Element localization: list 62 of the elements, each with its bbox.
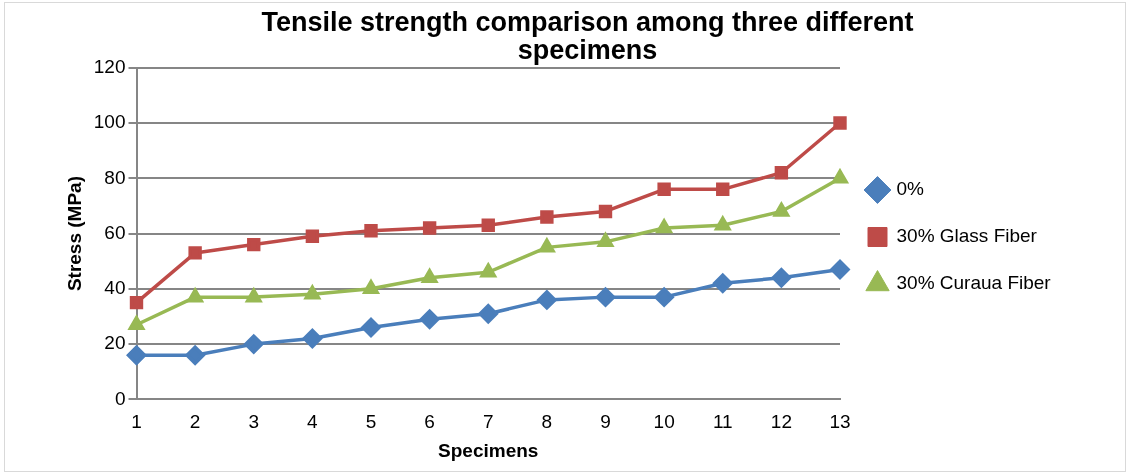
point: [187, 288, 203, 303]
point: [478, 303, 498, 324]
point: [716, 182, 730, 197]
point: [480, 263, 497, 278]
x-tick-label: 5: [365, 411, 377, 433]
x-tick-label: 3: [248, 411, 260, 433]
point: [422, 221, 437, 235]
point: [481, 218, 495, 232]
point: [833, 116, 847, 130]
y-tick-label: 40: [104, 277, 126, 299]
x-tick-label: 9: [600, 411, 611, 433]
point: [595, 287, 616, 307]
x-tick-label: 1: [131, 411, 142, 433]
point: [537, 290, 557, 310]
point: [654, 287, 674, 307]
point: [128, 316, 145, 331]
point: [713, 273, 733, 294]
y-axis-title: Stress (MPa): [63, 176, 85, 292]
x-tick-label: 2: [189, 411, 201, 433]
point: [657, 182, 671, 197]
point: [597, 233, 614, 248]
point: [188, 246, 202, 260]
x-tick-label: 4: [307, 411, 319, 433]
legend-label: 30% Glass Fiber: [896, 225, 1038, 247]
x-tick-label: 10: [653, 411, 675, 433]
y-tick-label: 60: [104, 221, 126, 243]
x-tick-label: 12: [770, 411, 792, 433]
x-tick-label: 8: [541, 411, 553, 433]
point: [419, 309, 440, 329]
point: [364, 224, 378, 238]
y-tick-label: 0: [114, 387, 126, 409]
point: [245, 288, 262, 303]
point: [361, 317, 381, 338]
y-tick-label: 20: [104, 332, 126, 354]
chart-title: Tensile strength comparison among three different specimens: [261, 6, 914, 65]
x-axis-title: Specimens: [438, 439, 539, 461]
x-tick-label: 11: [712, 411, 733, 433]
point: [773, 202, 790, 217]
legend-label: 0%: [896, 178, 925, 200]
point: [302, 328, 323, 349]
point: [247, 237, 261, 252]
point: [598, 204, 613, 219]
y-tick-label: 120: [93, 55, 126, 77]
y-tick-label: 80: [104, 166, 126, 188]
legend-label: 30% Curaua Fiber: [896, 272, 1052, 294]
point: [421, 269, 438, 284]
point: [363, 280, 379, 295]
point: [771, 268, 792, 288]
x-tick-label: 6: [424, 411, 435, 433]
x-tick-label: 13: [829, 411, 851, 433]
point: [832, 169, 848, 184]
point: [540, 210, 554, 224]
point: [305, 229, 320, 244]
point: [656, 219, 672, 234]
point: [830, 259, 850, 280]
point: [774, 166, 789, 180]
point: [185, 345, 205, 365]
point: [126, 345, 147, 365]
y-tick-label: 100: [93, 111, 126, 133]
point: [129, 295, 144, 310]
point: [244, 334, 264, 354]
x-tick-label: 7: [482, 411, 494, 433]
